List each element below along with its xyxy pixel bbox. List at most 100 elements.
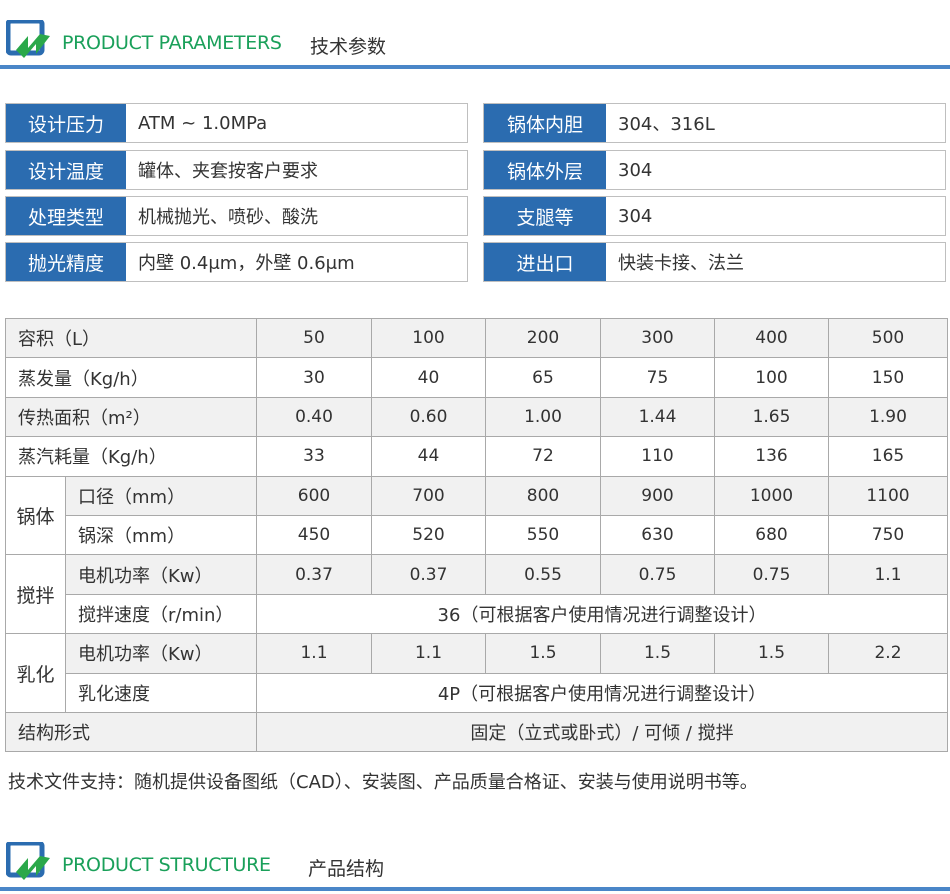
- table-cell: 0.75: [714, 554, 829, 595]
- param-label: 抛光精度: [6, 243, 126, 281]
- table-cell: 1000: [714, 475, 829, 516]
- table-row: 锅体 口径（mm） 600 700 800 900 1000 1100: [5, 475, 948, 556]
- table-cell: 100: [371, 317, 486, 359]
- merged-value: 固定（立式或卧式）/ 可倾 / 搅拌: [256, 711, 948, 753]
- table-cell: 1.5: [600, 633, 715, 674]
- param-row: 设计压力 ATM ~ 1.0MPa: [5, 103, 468, 143]
- param-label: 进出口: [484, 243, 606, 281]
- table-cell: 110: [600, 436, 715, 477]
- param-value: 机械抛光、喷砂、酸洗: [138, 207, 318, 228]
- param-label: 支腿等: [484, 197, 606, 235]
- table-cell: 750: [828, 514, 948, 556]
- section-title-en: PRODUCT PARAMETERS: [62, 32, 282, 54]
- table-row: 乳化 电机功率（Kw） 1.1 1.1 1.5 1.5 1.5 2.2: [5, 633, 948, 713]
- param-label: 处理类型: [6, 197, 126, 235]
- table-cell: 400: [714, 317, 829, 359]
- section-title-cn: 产品结构: [308, 858, 385, 880]
- row-label: 传热面积（m²）: [5, 396, 257, 438]
- param-label: 锅体外层: [484, 151, 606, 189]
- table-row: 搅拌 电机功率（Kw） 0.37 0.37 0.55 0.75 0.75 1.1: [5, 554, 948, 635]
- section-header-parameters: PRODUCT PARAMETERS 技术参数: [0, 12, 950, 72]
- table-row: 锅深（mm） 450 520 550 630 680 750: [6, 514, 948, 556]
- row-label: 口径（mm）: [65, 475, 257, 516]
- table-cell: 1.65: [714, 396, 829, 438]
- param-label: 设计温度: [6, 151, 126, 189]
- row-label: 电机功率（Kw）: [65, 554, 257, 595]
- table-cell: 900: [600, 475, 715, 516]
- table-cell: 0.37: [371, 554, 486, 595]
- table-cell: 65: [485, 357, 601, 398]
- param-label: 锅体内胆: [484, 104, 606, 142]
- table-cell: 0.55: [485, 554, 601, 595]
- param-row: 设计温度 罐体、夹套按客户要求: [5, 150, 468, 190]
- param-row: 支腿等 304: [483, 196, 946, 236]
- table-cell: 0.75: [600, 554, 715, 595]
- row-label: 结构形式: [5, 711, 257, 753]
- table-cell: 300: [600, 317, 715, 359]
- table-cell: 800: [485, 475, 601, 516]
- row-label: 搅拌速度（r/min）: [65, 593, 257, 635]
- company-logo-icon: [6, 842, 50, 880]
- table-cell: 1100: [828, 475, 948, 516]
- divider: [0, 887, 950, 891]
- table-cell: 75: [600, 357, 715, 398]
- table-cell: 1.44: [600, 396, 715, 438]
- table-cell: 500: [828, 317, 948, 359]
- table-cell: 50: [256, 317, 372, 359]
- table-row: 蒸发量（Kg/h） 30 40 65 75 100 150: [5, 357, 948, 398]
- tech-doc-note: 技术文件支持：随机提供设备图纸（CAD）、安装图、产品质量合格证、安装与使用说明…: [8, 772, 758, 793]
- spec-table: 容积（L） 50 100 200 300 400 500 蒸发量（Kg/h） 30 40 65 75 1…: [5, 317, 948, 753]
- table-cell: 1.5: [714, 633, 829, 674]
- table-cell: 450: [256, 514, 372, 556]
- row-label: 容积（L）: [5, 317, 257, 359]
- table-cell: 200: [485, 317, 601, 359]
- table-cell: 40: [371, 357, 486, 398]
- company-logo-icon: [6, 20, 50, 58]
- table-cell: 165: [828, 436, 948, 477]
- table-cell: 1.1: [828, 554, 948, 595]
- row-label: 电机功率（Kw）: [65, 633, 257, 674]
- table-cell: 1.5: [485, 633, 601, 674]
- section-header-structure: PRODUCT STRUCTURE 产品结构: [0, 834, 950, 894]
- table-row: 蒸汽耗量（Kg/h） 33 44 72 110 136 165: [5, 436, 948, 477]
- table-cell: 600: [256, 475, 372, 516]
- table-cell: 680: [714, 514, 829, 556]
- group-label: 搅拌: [5, 554, 66, 635]
- section-title-cn: 技术参数: [310, 36, 387, 58]
- table-cell: 0.40: [256, 396, 372, 438]
- table-row: 结构形式 固定（立式或卧式）/ 可倾 / 搅拌: [5, 711, 948, 753]
- row-label: 乳化速度: [65, 672, 257, 713]
- param-row: 抛光精度 内壁 0.4μm，外壁 0.6μm: [5, 242, 468, 282]
- param-value: 罐体、夹套按客户要求: [138, 161, 318, 182]
- param-value: 快装卡接、法兰: [618, 253, 744, 274]
- param-value: 内壁 0.4μm，外壁 0.6μm: [138, 253, 355, 274]
- table-cell: 0.37: [256, 554, 372, 595]
- group-label: 乳化: [5, 633, 66, 713]
- group-label: 锅体: [5, 475, 66, 556]
- row-label: 蒸汽耗量（Kg/h）: [5, 436, 257, 477]
- param-label: 设计压力: [6, 104, 126, 142]
- param-row: 锅体内胆 304、316L: [483, 103, 946, 143]
- param-row: 锅体外层 304: [483, 150, 946, 190]
- table-cell: 1.00: [485, 396, 601, 438]
- table-row: 搅拌速度（r/min） 36（可根据客户使用情况进行调整设计）: [6, 593, 948, 635]
- table-cell: 136: [714, 436, 829, 477]
- table-row: 容积（L） 50 100 200 300 400 500: [5, 317, 948, 359]
- table-cell: 550: [485, 514, 601, 556]
- row-label: 锅深（mm）: [65, 514, 257, 556]
- table-row: 传热面积（m²） 0.40 0.60 1.00 1.44 1.65 1.90: [5, 396, 948, 438]
- merged-value: 4P（可根据客户使用情况进行调整设计）: [256, 672, 948, 713]
- table-cell: 700: [371, 475, 486, 516]
- param-row: 进出口 快装卡接、法兰: [483, 242, 946, 282]
- param-value: ATM ~ 1.0MPa: [138, 112, 268, 134]
- param-value: 304、316L: [618, 114, 715, 135]
- param-value: 304: [618, 205, 653, 227]
- table-cell: 33: [256, 436, 372, 477]
- divider: [0, 65, 950, 69]
- table-cell: 1.1: [256, 633, 372, 674]
- table-cell: 1.1: [371, 633, 486, 674]
- table-cell: 520: [371, 514, 486, 556]
- table-cell: 100: [714, 357, 829, 398]
- merged-value: 36（可根据客户使用情况进行调整设计）: [256, 593, 948, 635]
- table-cell: 150: [828, 357, 948, 398]
